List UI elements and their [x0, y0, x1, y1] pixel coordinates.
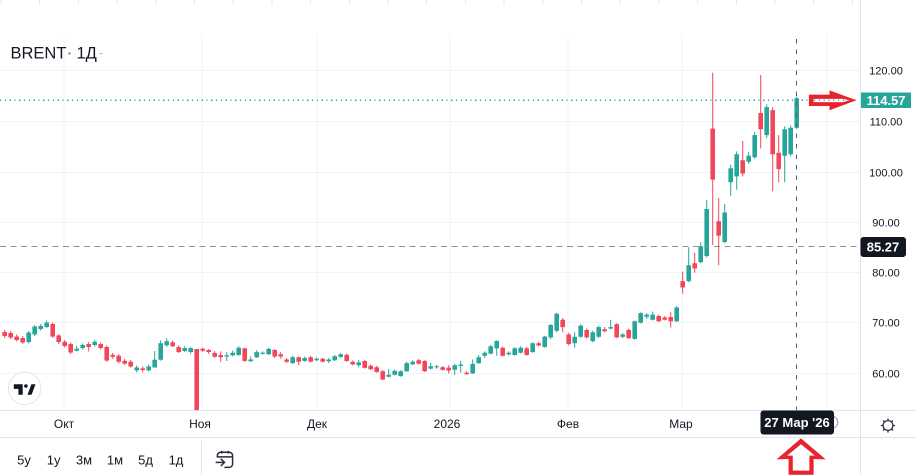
- svg-text:1д: 1д: [169, 453, 184, 468]
- svg-text:1Д: 1Д: [77, 45, 97, 63]
- svg-text:5у: 5у: [17, 453, 31, 468]
- svg-text:Окт: Окт: [54, 417, 75, 431]
- svg-text:1у: 1у: [47, 453, 61, 468]
- svg-text:120.00: 120.00: [869, 66, 903, 78]
- svg-text:5д: 5д: [138, 453, 153, 468]
- svg-text:BRENT: BRENT: [11, 45, 67, 63]
- svg-text:110.00: 110.00: [870, 117, 903, 129]
- svg-text:27 Мар '26: 27 Мар '26: [764, 415, 829, 430]
- svg-text:Фев: Фев: [557, 417, 579, 431]
- svg-text:100.00: 100.00: [869, 168, 903, 180]
- svg-text:114.57: 114.57: [866, 93, 905, 108]
- svg-text:60.00: 60.00: [872, 369, 900, 381]
- svg-text:Ноя: Ноя: [189, 417, 211, 431]
- svg-text:3м: 3м: [76, 453, 92, 468]
- svg-text:70.00: 70.00: [872, 318, 900, 330]
- svg-text:Дек: Дек: [307, 417, 328, 431]
- svg-text:85.27: 85.27: [867, 240, 900, 255]
- svg-text:90.00: 90.00: [872, 218, 900, 230]
- svg-text:2026: 2026: [434, 417, 461, 431]
- svg-text:Мар: Мар: [669, 417, 693, 431]
- svg-text:1м: 1м: [107, 453, 123, 468]
- svg-text:80.00: 80.00: [872, 268, 900, 280]
